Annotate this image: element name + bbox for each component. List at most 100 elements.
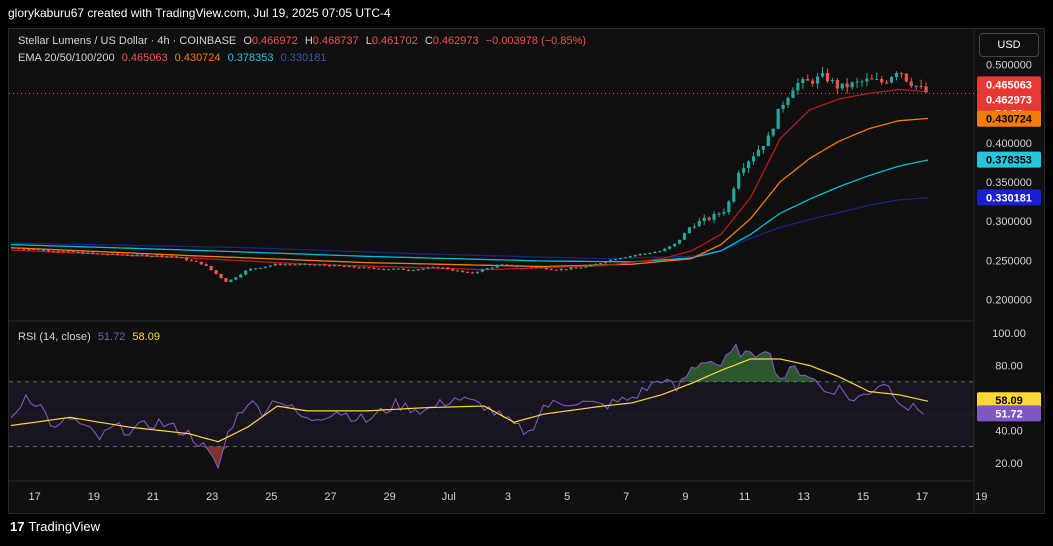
candle-body — [387, 269, 391, 271]
ema50-price-label-text: 0.430724 — [986, 114, 1033, 126]
candle-body — [446, 267, 450, 270]
candle — [332, 264, 337, 267]
candle-body — [673, 243, 677, 247]
candle — [490, 267, 494, 270]
candle-body — [914, 85, 918, 87]
candle-body — [332, 265, 337, 267]
candle-body — [692, 226, 696, 228]
ema50-line — [10, 117, 929, 268]
candle — [135, 253, 139, 257]
candle-body — [199, 261, 203, 265]
candle-body — [796, 83, 800, 91]
candle-body — [71, 250, 75, 253]
candle-body — [357, 267, 361, 269]
candle-body — [845, 83, 849, 88]
rsi-price-label-text: 51.72 — [995, 408, 1023, 420]
candle — [510, 264, 514, 267]
candle-body — [456, 270, 460, 272]
candle — [584, 266, 588, 268]
candle — [278, 262, 282, 266]
candle — [885, 79, 889, 85]
candle — [298, 263, 302, 266]
candle — [451, 268, 455, 272]
candle — [101, 253, 105, 255]
price-tick-label: 0.250000 — [986, 255, 1032, 267]
candle-body — [835, 79, 839, 89]
candle — [796, 78, 800, 95]
ema20-price-label-bg — [977, 76, 1041, 93]
candle — [318, 263, 322, 266]
candle — [224, 277, 228, 282]
candle-body — [224, 278, 228, 282]
candle — [204, 263, 208, 267]
candle — [840, 83, 844, 91]
candle — [525, 265, 529, 268]
candle — [673, 243, 677, 247]
candle-body — [825, 72, 830, 82]
candle — [106, 253, 110, 256]
candle-body — [465, 271, 470, 273]
candle — [362, 266, 366, 269]
candle-body — [648, 253, 652, 255]
candle — [820, 67, 825, 79]
candle — [727, 200, 731, 215]
candle-body — [712, 213, 716, 220]
candle-body — [687, 227, 692, 234]
candle-body — [717, 213, 721, 215]
chart-canvas[interactable]: 0.5000000.4500000.4000000.3500000.300000… — [9, 29, 1044, 513]
candle-body — [663, 248, 667, 252]
candle-body — [32, 249, 36, 251]
candle-body — [258, 267, 263, 269]
candle — [130, 254, 134, 257]
candle-body — [406, 269, 410, 271]
candle-body — [86, 252, 90, 254]
candle — [500, 264, 504, 266]
candle-body — [209, 265, 213, 271]
candle-body — [101, 253, 105, 255]
symbol-label: Stellar Lumens / US Dollar · 4h · COINBA… — [18, 35, 237, 47]
rsi-tick-label: 20.00 — [995, 458, 1023, 470]
candle — [480, 268, 484, 273]
candle — [816, 72, 820, 89]
candle-body — [234, 277, 238, 280]
candle-body — [860, 81, 864, 83]
tradingview-brand[interactable]: 17 TradingView — [10, 519, 100, 534]
currency-button[interactable]: USD — [979, 33, 1039, 57]
candle-body — [569, 267, 573, 270]
candle — [653, 250, 657, 254]
candle-body — [850, 82, 854, 88]
price-tick-label: 0.500000 — [986, 59, 1032, 71]
candle-body — [283, 264, 287, 266]
time-tick-label: 9 — [682, 491, 688, 503]
rsi-ma-line — [10, 358, 929, 443]
time-tick-label: 23 — [206, 491, 218, 503]
candle-body — [322, 264, 327, 266]
candle — [150, 255, 154, 258]
candle-body — [539, 267, 544, 269]
candle — [27, 248, 31, 251]
ema-legend: EMA 20/50/100/200 0.465063 0.430724 0.37… — [18, 52, 330, 64]
candle-body — [229, 279, 233, 282]
candle-body — [401, 268, 406, 270]
candle — [56, 250, 60, 253]
ema200-value: 0.330181 — [280, 52, 327, 64]
candle — [870, 74, 874, 80]
ema100-value: 0.378353 — [227, 52, 274, 64]
ema100-line — [10, 159, 929, 263]
candle-body — [278, 263, 282, 265]
open-value: 0.466972 — [251, 35, 298, 47]
candle — [234, 276, 238, 281]
candle-body — [894, 73, 899, 78]
candle — [559, 267, 563, 272]
candle — [184, 256, 189, 262]
ema50-value: 0.430724 — [174, 52, 221, 64]
rsi-oversold-fill — [11, 446, 924, 468]
candle-body — [559, 269, 563, 271]
candle — [855, 77, 859, 88]
candle — [41, 249, 46, 251]
candle — [702, 214, 706, 225]
chart-frame[interactable]: 0.5000000.4500000.4000000.3500000.300000… — [8, 28, 1045, 514]
candle — [357, 266, 361, 269]
candle — [396, 268, 401, 270]
candle-body — [766, 135, 770, 147]
